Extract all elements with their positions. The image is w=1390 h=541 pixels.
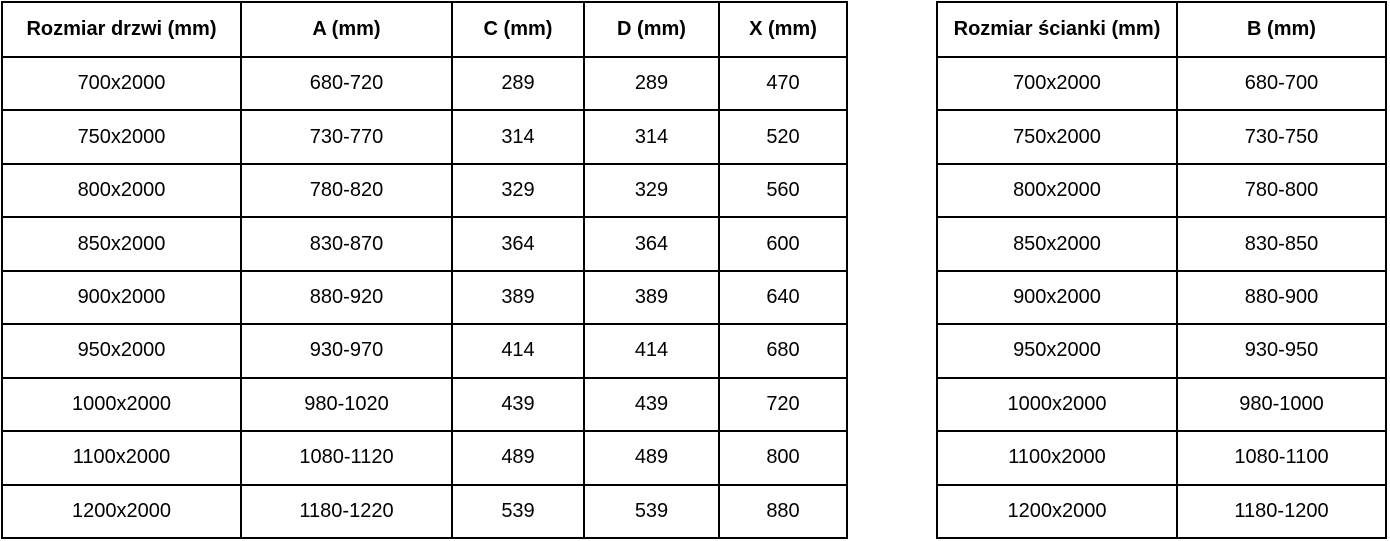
table-cell: 414 xyxy=(451,323,585,379)
table-cell: 1080-1100 xyxy=(1176,430,1387,486)
table-cell: 640 xyxy=(718,269,848,326)
table-cell: 364 xyxy=(451,216,585,272)
table-cell: 1000x2000 xyxy=(1,376,242,433)
table-row: 700x2000 680-700 xyxy=(936,55,1387,112)
column-header: Rozmiar ścianki (mm) xyxy=(936,1,1178,58)
table-cell: 750x2000 xyxy=(1,109,242,165)
table-cell: 930-970 xyxy=(240,323,453,379)
table-row: 1200x2000 1180-1200 xyxy=(936,483,1387,539)
table-cell: 780-800 xyxy=(1176,162,1387,219)
table-cell: 800x2000 xyxy=(936,162,1178,219)
table-cell: 329 xyxy=(451,162,585,219)
table-cell: 880-900 xyxy=(1176,269,1387,326)
door-dimensions-table: Rozmiar drzwi (mm) A (mm) C (mm) D (mm) X (m… xyxy=(1,1,848,539)
table-cell: 389 xyxy=(583,269,720,326)
table-cell: 364 xyxy=(583,216,720,272)
table-cell: 289 xyxy=(451,55,585,112)
column-header: C (mm) xyxy=(451,1,585,58)
table-row: 950x2000 930-950 xyxy=(936,323,1387,379)
table-cell: 314 xyxy=(451,109,585,165)
table-cell: 980-1000 xyxy=(1176,376,1387,433)
table-cell: 750x2000 xyxy=(936,109,1178,165)
table-row: 950x2000 930-970 414 414 680 xyxy=(1,323,848,379)
table-cell: 830-870 xyxy=(240,216,453,272)
table-row: 1100x2000 1080-1100 xyxy=(936,430,1387,486)
table-cell: 680-720 xyxy=(240,55,453,112)
table-row: 750x2000 730-770 314 314 520 xyxy=(1,109,848,165)
table-cell: 700x2000 xyxy=(936,55,1178,112)
table-cell: 900x2000 xyxy=(1,269,242,326)
table-cell: 950x2000 xyxy=(936,323,1178,379)
table-cell: 780-820 xyxy=(240,162,453,219)
table-cell: 1100x2000 xyxy=(1,430,242,486)
table-cell: 539 xyxy=(451,483,585,539)
table-cell: 800x2000 xyxy=(1,162,242,219)
table-cell: 314 xyxy=(583,109,720,165)
column-header: X (mm) xyxy=(718,1,848,58)
table-cell: 439 xyxy=(451,376,585,433)
table-cell: 520 xyxy=(718,109,848,165)
table-cell: 980-1020 xyxy=(240,376,453,433)
column-header: A (mm) xyxy=(240,1,453,58)
table-cell: 600 xyxy=(718,216,848,272)
table-cell: 1180-1200 xyxy=(1176,483,1387,539)
table-cell: 439 xyxy=(583,376,720,433)
table-cell: 1080-1120 xyxy=(240,430,453,486)
table-cell: 950x2000 xyxy=(1,323,242,379)
table-cell: 680 xyxy=(718,323,848,379)
table-cell: 880-920 xyxy=(240,269,453,326)
table-cell: 680-700 xyxy=(1176,55,1387,112)
column-header: Rozmiar drzwi (mm) xyxy=(1,1,242,58)
table-row: 850x2000 830-850 xyxy=(936,216,1387,272)
table-cell: 930-950 xyxy=(1176,323,1387,379)
table-row: 900x2000 880-900 xyxy=(936,269,1387,326)
table-cell: 1100x2000 xyxy=(936,430,1178,486)
column-header: D (mm) xyxy=(583,1,720,58)
table-cell: 730-770 xyxy=(240,109,453,165)
table-cell: 700x2000 xyxy=(1,55,242,112)
table-cell: 1200x2000 xyxy=(1,483,242,539)
wall-table-header-row: Rozmiar ścianki (mm) B (mm) xyxy=(936,1,1387,58)
table-cell: 489 xyxy=(583,430,720,486)
table-cell: 730-750 xyxy=(1176,109,1387,165)
table-row: 750x2000 730-750 xyxy=(936,109,1387,165)
table-cell: 329 xyxy=(583,162,720,219)
table-row: 1100x2000 1080-1120 489 489 800 xyxy=(1,430,848,486)
table-cell: 850x2000 xyxy=(936,216,1178,272)
door-table-header-row: Rozmiar drzwi (mm) A (mm) C (mm) D (mm) X (m… xyxy=(1,1,848,58)
table-row: 1200x2000 1180-1220 539 539 880 xyxy=(1,483,848,539)
table-cell: 1180-1220 xyxy=(240,483,453,539)
table-row: 800x2000 780-800 xyxy=(936,162,1387,219)
table-cell: 489 xyxy=(451,430,585,486)
table-row: 1000x2000 980-1000 xyxy=(936,376,1387,433)
table-row: 800x2000 780-820 329 329 560 xyxy=(1,162,848,219)
table-row: 850x2000 830-870 364 364 600 xyxy=(1,216,848,272)
table-row: 700x2000 680-720 289 289 470 xyxy=(1,55,848,112)
table-cell: 830-850 xyxy=(1176,216,1387,272)
table-row: 900x2000 880-920 389 389 640 xyxy=(1,269,848,326)
table-cell: 389 xyxy=(451,269,585,326)
table-cell: 900x2000 xyxy=(936,269,1178,326)
table-cell: 800 xyxy=(718,430,848,486)
table-cell: 560 xyxy=(718,162,848,219)
table-cell: 880 xyxy=(718,483,848,539)
table-row: 1000x2000 980-1020 439 439 720 xyxy=(1,376,848,433)
column-header: B (mm) xyxy=(1176,1,1387,58)
table-cell: 470 xyxy=(718,55,848,112)
table-cell: 720 xyxy=(718,376,848,433)
table-cell: 1200x2000 xyxy=(936,483,1178,539)
table-cell: 850x2000 xyxy=(1,216,242,272)
wall-dimensions-table: Rozmiar ścianki (mm) B (mm) 700x2000 680-7… xyxy=(936,1,1387,539)
table-cell: 414 xyxy=(583,323,720,379)
table-cell: 1000x2000 xyxy=(936,376,1178,433)
table-cell: 289 xyxy=(583,55,720,112)
table-cell: 539 xyxy=(583,483,720,539)
